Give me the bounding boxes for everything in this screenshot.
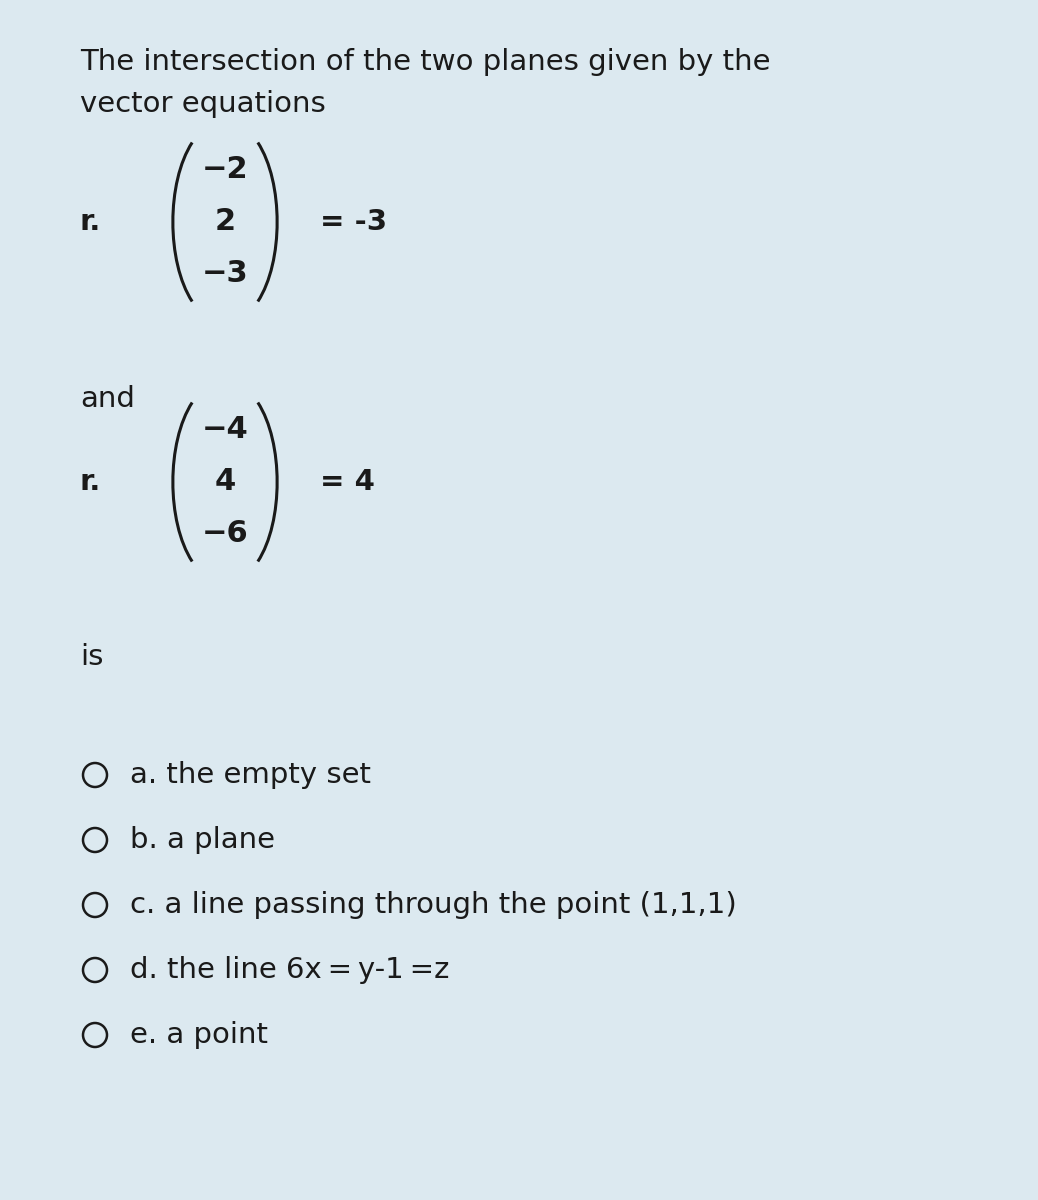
- Text: −6: −6: [201, 520, 248, 548]
- Text: −4: −4: [201, 415, 248, 444]
- Text: The intersection of the two planes given by the: The intersection of the two planes given…: [80, 48, 770, 76]
- Text: d. the line 6x = y-1 =z: d. the line 6x = y-1 =z: [130, 956, 449, 984]
- Text: −3: −3: [201, 259, 248, 288]
- Text: is: is: [80, 643, 104, 671]
- Text: e. a point: e. a point: [130, 1021, 268, 1049]
- Text: vector equations: vector equations: [80, 90, 326, 118]
- Text: r.: r.: [80, 208, 102, 236]
- Text: 2: 2: [215, 208, 236, 236]
- Text: r.: r.: [80, 468, 102, 496]
- Text: −2: −2: [201, 156, 248, 185]
- Text: b. a plane: b. a plane: [130, 826, 275, 854]
- Text: and: and: [80, 385, 135, 413]
- Text: = 4: = 4: [320, 468, 375, 496]
- Text: 4: 4: [215, 468, 236, 497]
- Text: c. a line passing through the point (1,1,1): c. a line passing through the point (1,1…: [130, 890, 737, 919]
- Text: a. the empty set: a. the empty set: [130, 761, 371, 790]
- Text: = -3: = -3: [320, 208, 387, 236]
